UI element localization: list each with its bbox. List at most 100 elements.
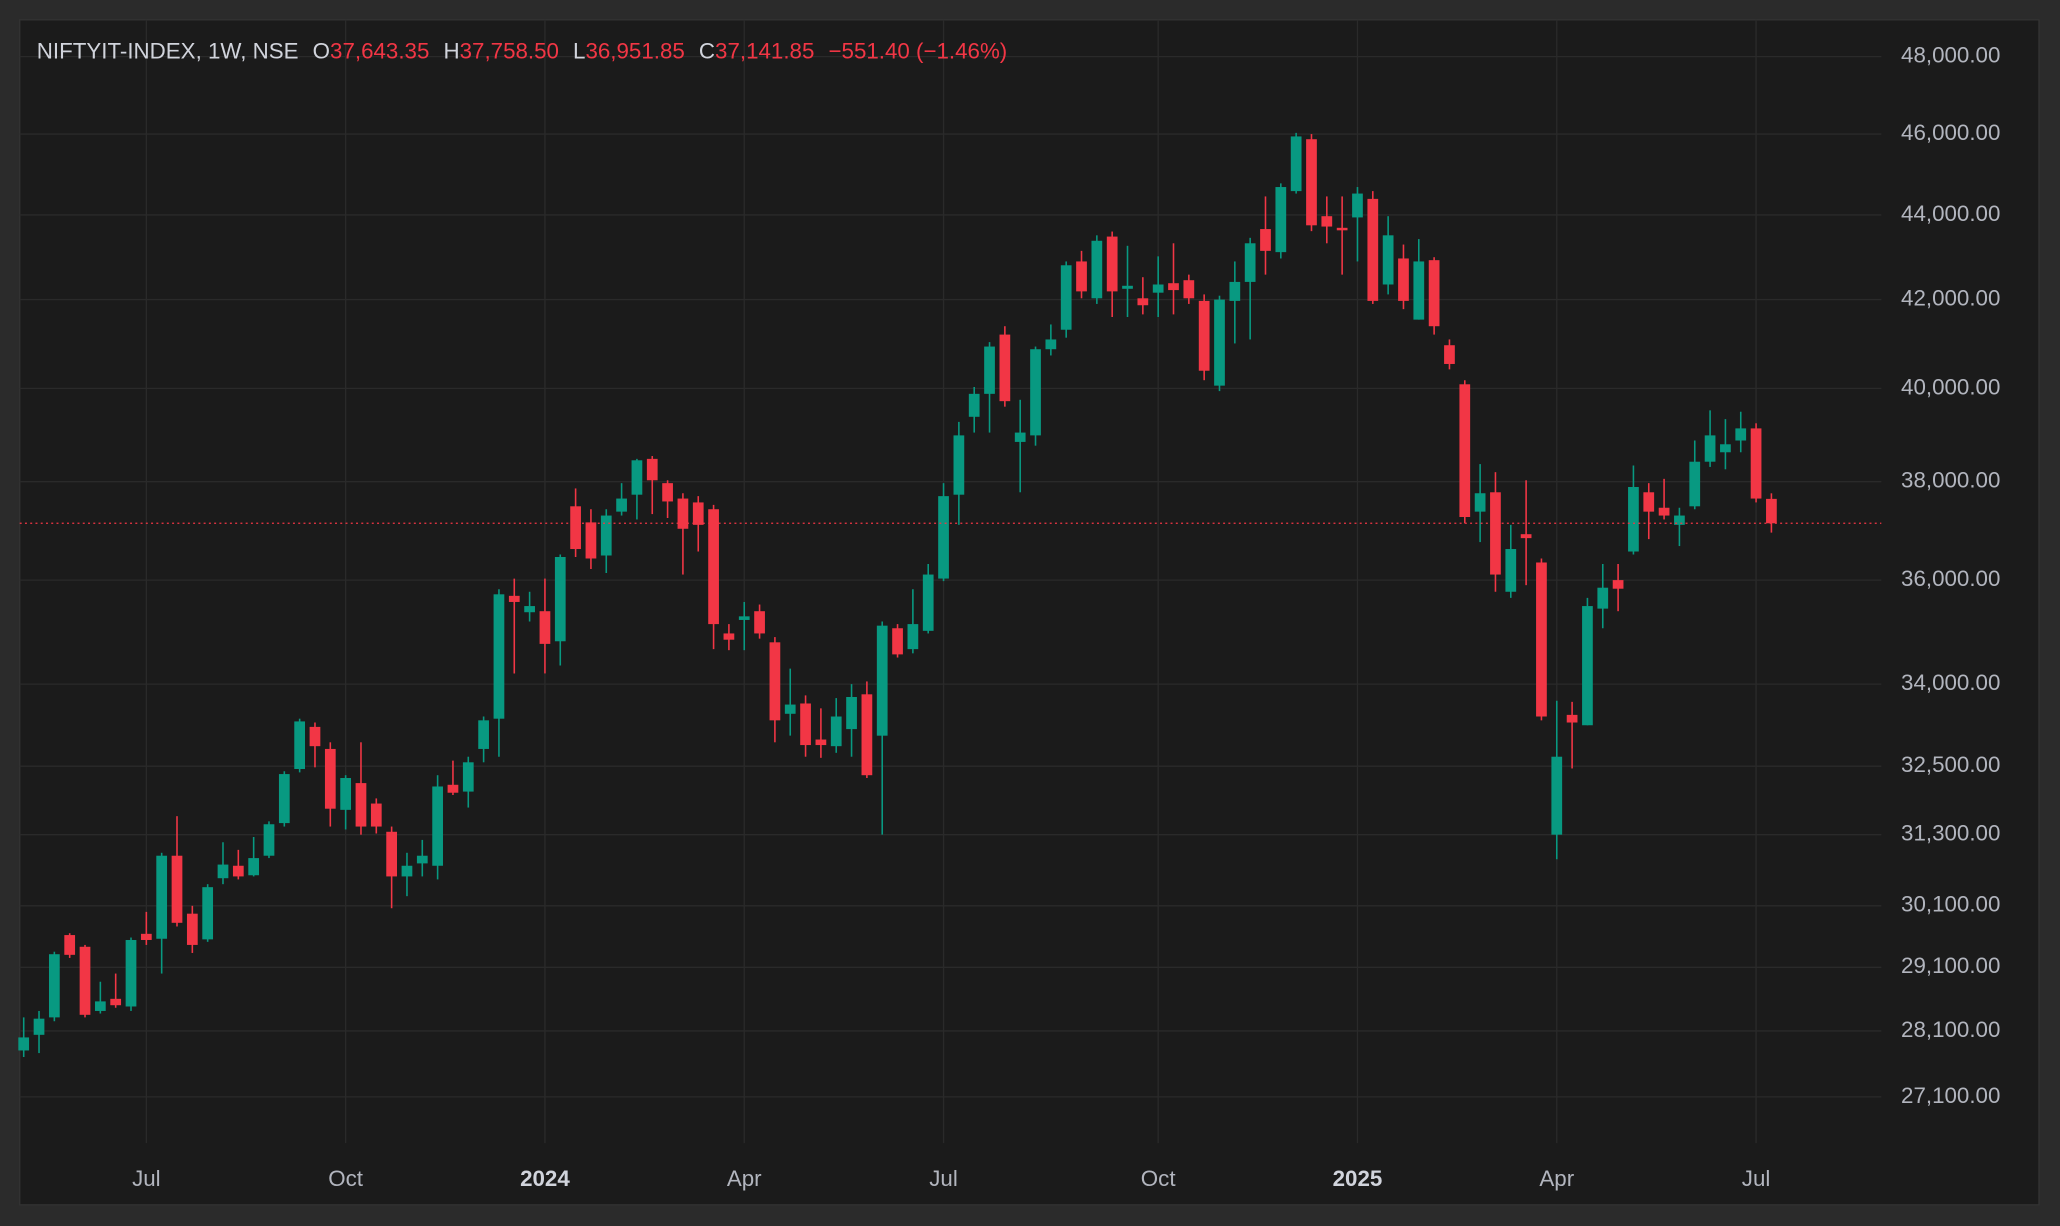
candle-body <box>1229 281 1241 301</box>
ohlc-label: C <box>699 39 715 64</box>
ohlc-label: H <box>443 39 459 64</box>
y-tick-label: 38,000.00 <box>1901 468 2000 493</box>
candle-body <box>708 509 719 625</box>
y-tick-label: 34,000.00 <box>1901 670 2000 695</box>
ohlc-label: O <box>313 39 330 64</box>
change: −551.40 (−1.46%) <box>828 39 1007 64</box>
candle-body <box>140 933 152 940</box>
candle-body <box>1413 261 1425 320</box>
candle-body <box>1689 461 1701 507</box>
candle-body <box>1582 606 1593 726</box>
y-tick-label: 46,000.00 <box>1901 120 2000 145</box>
candle-body <box>294 721 306 770</box>
x-tick-label: Jul <box>929 1166 958 1191</box>
candle-body <box>1643 492 1655 512</box>
y-tick-label: 48,000.00 <box>1901 43 2000 68</box>
y-tick-label: 29,100.00 <box>1901 953 2000 978</box>
x-tick-label: Apr <box>727 1166 762 1191</box>
candle-body <box>1766 498 1777 524</box>
candle-body <box>462 762 474 792</box>
y-tick-label: 27,100.00 <box>1901 1083 2000 1108</box>
candle-body <box>232 865 244 877</box>
x-tick-label: Oct <box>1141 1166 1177 1191</box>
x-tick-label: Jul <box>132 1166 161 1191</box>
candles <box>18 132 1882 1058</box>
candle-body <box>1597 587 1609 609</box>
y-tick-label: 30,100.00 <box>1901 892 2000 917</box>
ohlc-value: 37,643.35 <box>330 39 429 64</box>
candle-body <box>968 393 980 417</box>
legend: NIFTYIT-INDEX, 1W, NSE O37,643.35 H37,75… <box>37 39 1007 64</box>
candle-body <box>539 611 551 644</box>
candle-body <box>1658 507 1670 516</box>
candle-body <box>64 935 76 955</box>
candle-body <box>355 783 367 827</box>
candle-body <box>1168 283 1179 291</box>
candle-body <box>1612 580 1624 589</box>
candle-body <box>1551 756 1563 835</box>
grid <box>19 19 1882 1144</box>
axis-labels: 48,000.00 46,000.00 44,000.00 42,000.00 40,0… <box>132 43 2000 1191</box>
candle-body <box>646 458 658 481</box>
candle-body <box>754 611 765 634</box>
y-tick-label: 31,300.00 <box>1901 821 2000 846</box>
candle-body <box>1076 261 1087 292</box>
candle-body <box>202 887 214 940</box>
candle-body <box>401 865 413 877</box>
candle-body <box>48 954 60 1018</box>
ohlc-label: L <box>573 39 585 64</box>
candle-body <box>1505 549 1517 592</box>
candle-body <box>1014 432 1026 442</box>
candle-body <box>156 855 168 939</box>
candle-body <box>18 1037 30 1051</box>
candle-body <box>1566 714 1578 723</box>
y-tick-label: 28,100.00 <box>1901 1017 2000 1042</box>
candle-body <box>508 595 520 602</box>
candle-body <box>416 855 428 864</box>
candle-body <box>1122 285 1133 289</box>
candle-body <box>616 498 627 512</box>
candle-body <box>999 334 1011 402</box>
candle-body <box>340 778 352 810</box>
candle-body <box>125 939 137 1007</box>
candle-body <box>1244 243 1256 282</box>
candle-body <box>1321 216 1333 227</box>
candle-body <box>1382 235 1394 285</box>
chart-panel <box>19 19 2040 1206</box>
candle-body <box>94 1001 106 1011</box>
candle-body <box>248 858 260 876</box>
candle-body <box>263 824 275 856</box>
candle-body <box>585 522 597 559</box>
candle-body <box>1030 349 1041 436</box>
candle-body <box>815 739 827 746</box>
candle-body <box>738 616 750 620</box>
candle-body <box>907 624 919 650</box>
candle-body <box>478 720 489 749</box>
candle-body <box>1060 265 1072 330</box>
candle-body <box>1444 345 1455 364</box>
x-tick-label: Apr <box>1539 1166 1574 1191</box>
candle-body <box>1520 534 1532 539</box>
candle-body <box>1352 193 1363 218</box>
candle-body <box>278 774 290 824</box>
ohlc-value: 37,141.85 <box>715 39 814 64</box>
y-tick-label: 44,000.00 <box>1901 201 2000 226</box>
y-tick-label: 32,500.00 <box>1901 752 2000 777</box>
candle-body <box>1398 258 1409 301</box>
candle-body <box>1674 515 1685 525</box>
candle-body <box>110 998 122 1006</box>
y-tick-label: 40,000.00 <box>1901 374 2000 399</box>
candle-body <box>524 606 535 613</box>
candle-body <box>1106 236 1118 292</box>
candle-body <box>1628 486 1639 552</box>
candle-body <box>1306 139 1317 226</box>
candle-body <box>692 502 704 525</box>
candle-body <box>324 748 336 809</box>
candle-body <box>370 803 382 827</box>
x-tick-label: 2025 <box>1333 1166 1383 1191</box>
candle-body <box>554 556 566 642</box>
y-tick-label: 36,000.00 <box>1901 566 2000 591</box>
candle-body <box>1750 428 1762 499</box>
candle-body <box>1720 444 1731 453</box>
candle-body <box>1704 435 1716 462</box>
